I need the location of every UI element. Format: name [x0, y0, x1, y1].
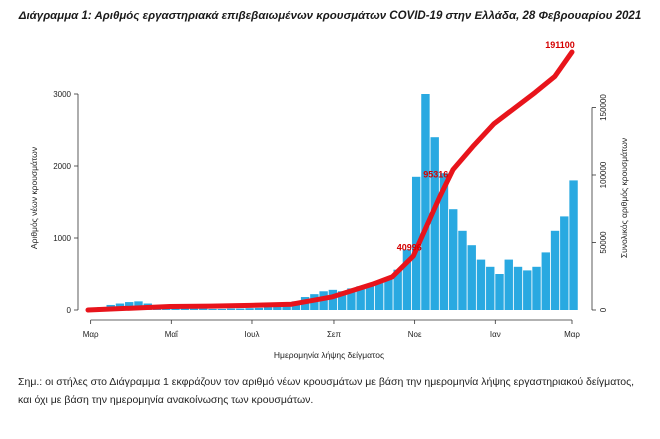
- bar: [254, 307, 264, 310]
- bar: [402, 249, 412, 310]
- bar: [374, 282, 384, 310]
- bars-layer: [88, 94, 578, 310]
- bar: [550, 230, 560, 310]
- y2-tick-label: 50000: [599, 231, 608, 254]
- bar: [199, 308, 208, 310]
- bar: [273, 306, 282, 310]
- bar: [513, 266, 523, 310]
- bar: [365, 285, 375, 310]
- bar: [226, 308, 236, 310]
- bar: [236, 308, 245, 310]
- axes-layer: 0 1000 2000 3000 0 50000 100000 150000 Μαρ Μαΐ Ιου…: [53, 90, 608, 339]
- y-tick-label: 1000: [53, 234, 71, 243]
- x-tick-label: Μαΐ: [165, 330, 179, 339]
- chart-footnote: Σημ.: οι στήλες στο Διάγραμμα 1 εκφράζου…: [18, 376, 635, 406]
- annotations-layer: 40996 95316 191100: [397, 40, 575, 253]
- y2-tick-label: 100000: [599, 161, 608, 188]
- bar: [393, 269, 402, 310]
- y-axis-title: Αριθμός νέων κρουσμάτων: [29, 147, 39, 249]
- bar: [245, 308, 254, 310]
- bar: [180, 307, 189, 310]
- bar: [439, 173, 449, 310]
- y-tick-label: 2000: [53, 162, 71, 171]
- bar: [504, 259, 513, 310]
- bar: [189, 308, 199, 310]
- bar: [208, 308, 217, 310]
- bar: [486, 266, 495, 310]
- y-tick-label: 0: [67, 306, 72, 315]
- bar: [523, 270, 532, 310]
- bar: [560, 216, 569, 310]
- cumulative-annotation: 191100: [545, 40, 575, 50]
- x-tick-label: Μαρ: [83, 330, 99, 339]
- bar: [449, 209, 458, 310]
- bar: [328, 289, 338, 310]
- chart-title: Διάγραμμα 1: Αριθμός εργαστηριακά επιβεβ…: [18, 10, 642, 22]
- bar: [458, 230, 467, 310]
- covid-cases-chart: 0 1000 2000 3000 0 50000 100000 150000 Μαρ Μαΐ Ιου…: [29, 40, 629, 360]
- cumulative-annotation: 40996: [397, 243, 422, 253]
- x-tick-label: Νοε: [408, 330, 422, 339]
- bar: [217, 308, 226, 310]
- x-tick-label: Μαρ: [564, 330, 580, 339]
- bar: [430, 137, 439, 310]
- bar: [467, 245, 476, 310]
- x-tick-label: Σεπ: [327, 330, 342, 339]
- bar: [476, 259, 486, 310]
- bar: [384, 279, 393, 310]
- x-axis-title: Ημερομηνία λήψης δείγματος: [274, 350, 384, 360]
- bar: [421, 94, 430, 310]
- cumulative-line-layer: [85, 49, 575, 313]
- bar: [356, 286, 365, 310]
- bar: [347, 288, 356, 310]
- y2-axis-title: Συνολικός αριθμός κρουσμάτων: [619, 138, 629, 258]
- bar: [282, 304, 291, 310]
- bar: [569, 180, 578, 310]
- cumulative-cases-line: [85, 49, 575, 313]
- y-tick-label: 3000: [53, 90, 71, 99]
- bar: [541, 252, 550, 310]
- x-tick-label: Ιαν: [490, 330, 501, 339]
- y2-tick-label: 150000: [599, 94, 608, 121]
- bar: [337, 291, 347, 310]
- cumulative-annotation: 95316: [423, 169, 448, 179]
- bar: [495, 274, 504, 310]
- bar: [263, 307, 273, 310]
- x-tick-label: Ιουλ: [244, 330, 259, 339]
- bar: [532, 266, 541, 310]
- y2-tick-label: 0: [599, 307, 608, 312]
